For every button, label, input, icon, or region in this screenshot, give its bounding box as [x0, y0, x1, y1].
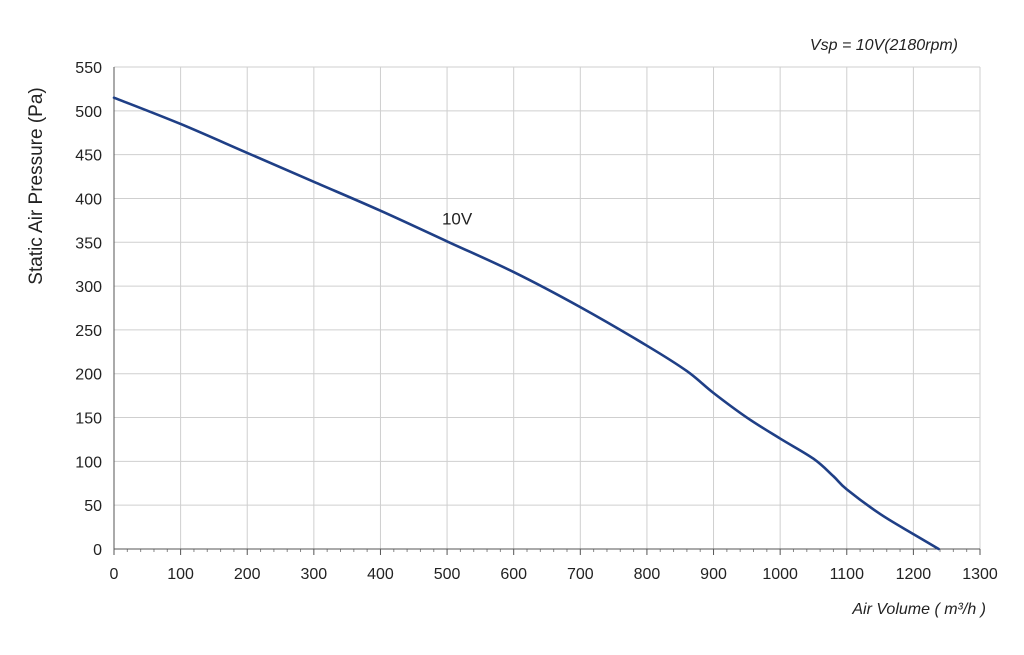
y-tick-label: 350: [75, 235, 102, 252]
grid: [113, 66, 981, 550]
y-tick-label: 250: [75, 323, 102, 340]
y-tick-label: 200: [75, 367, 102, 384]
x-tick-label: 500: [434, 566, 461, 583]
y-tick-label: 500: [75, 104, 102, 121]
series-line-10v: [112, 96, 940, 551]
x-tick-label: 1000: [762, 566, 798, 583]
x-tick-label: 1300: [962, 566, 998, 583]
x-tick-label: 1100: [830, 566, 865, 583]
y-tick-label: 100: [75, 454, 102, 471]
x-tick-labels: 0 100 200 300 400 500 600 700 800 900 1000 1100 1200…: [110, 566, 998, 583]
speed-note: Vsp = 10V(2180rpm): [810, 37, 958, 54]
y-tick-label: 0: [93, 542, 102, 559]
series-label: 10V: [442, 210, 473, 229]
y-tick-label: 450: [75, 148, 102, 165]
y-tick-label: 50: [84, 498, 102, 515]
x-tick-label: 100: [167, 566, 194, 583]
y-tick-label: 150: [75, 411, 102, 428]
x-tick-label: 0: [110, 566, 119, 583]
y-tick-label: 550: [75, 60, 102, 77]
x-tick-label: 600: [500, 566, 527, 583]
y-tick-label: 400: [75, 191, 102, 208]
x-tick-label: 400: [367, 566, 394, 583]
x-tick-label: 1200: [896, 566, 932, 583]
x-tick-label: 200: [234, 566, 261, 583]
y-tick-labels: 0 50 100 150 200 250 300 350 400 450 500 550: [75, 60, 102, 559]
x-minor-ticks: [113, 549, 981, 555]
x-axis-title: Air Volume ( m³/h ): [851, 601, 986, 618]
x-tick-label: 700: [567, 566, 594, 583]
x-tick-label: 300: [300, 566, 327, 583]
y-axis-title: Static Air Pressure (Pa): [26, 87, 47, 284]
axes: [113, 67, 980, 550]
y-tick-label: 300: [75, 279, 102, 296]
x-tick-label: 900: [700, 566, 727, 583]
series-group: 10V: [112, 96, 940, 551]
x-tick-label: 800: [634, 566, 661, 583]
